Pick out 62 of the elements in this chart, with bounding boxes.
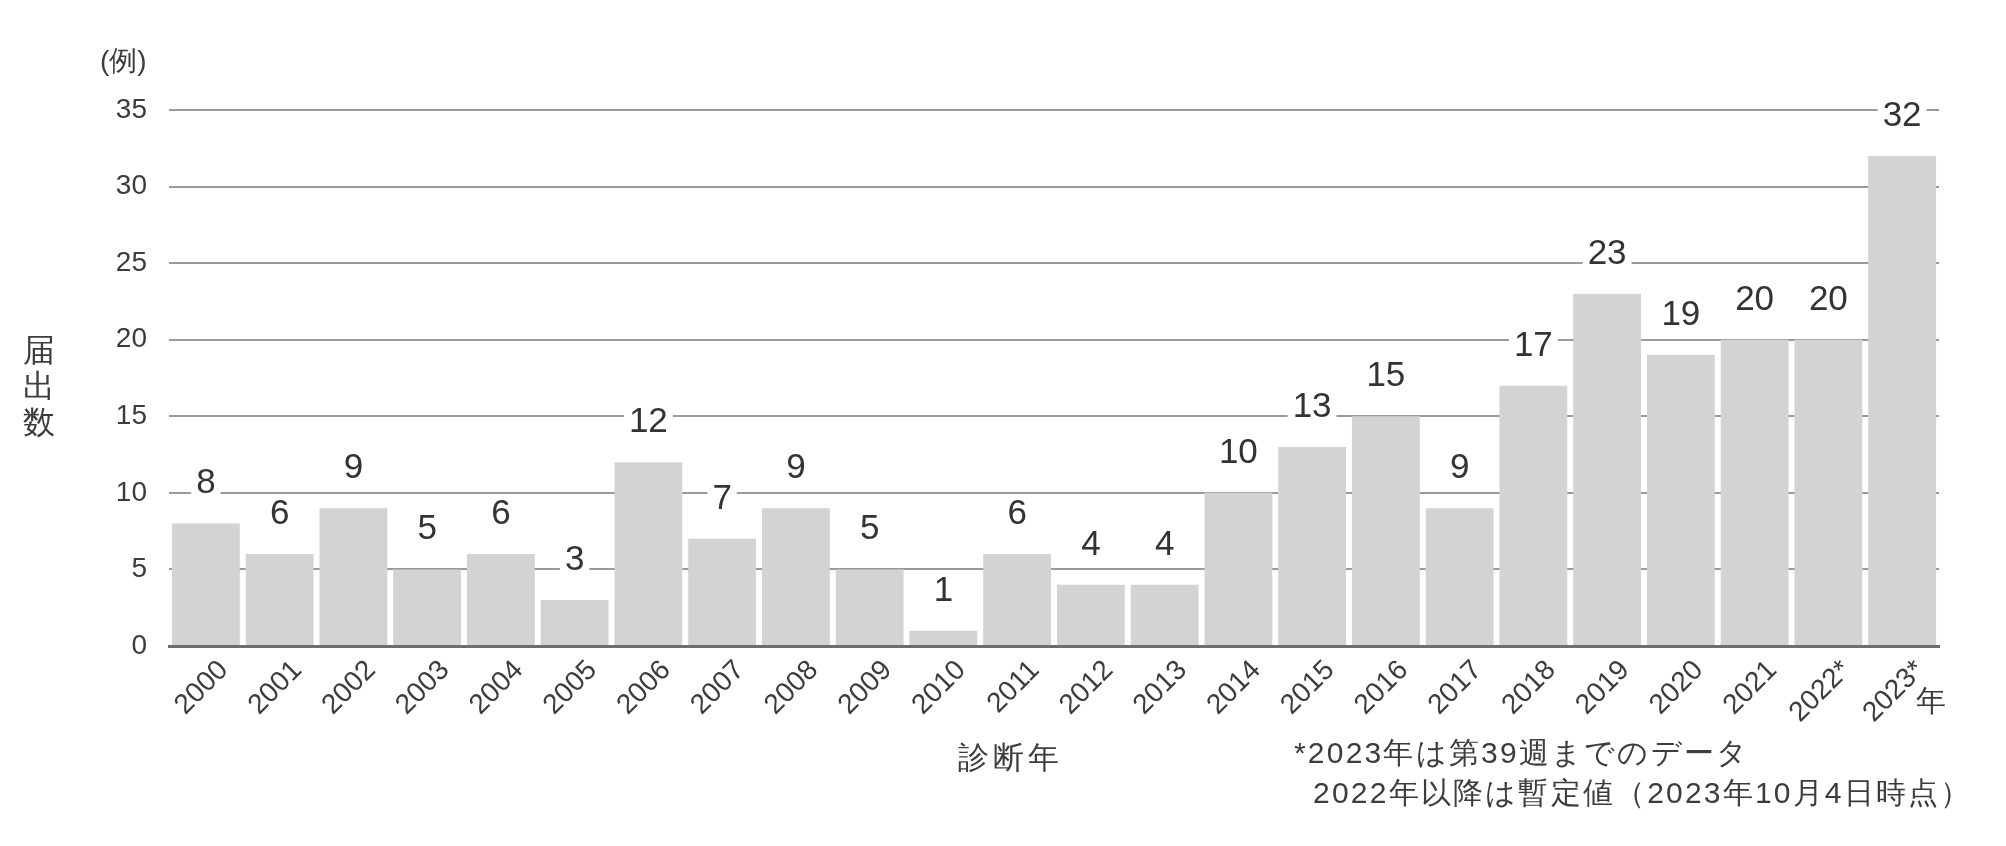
data-label: 9 (786, 446, 806, 486)
bar (245, 554, 314, 645)
data-label: 6 (1007, 492, 1027, 532)
data-label: 7 (712, 476, 732, 516)
text: *2023年は第39週までのデータ (1294, 736, 1750, 771)
bar (1425, 508, 1494, 645)
bar (1130, 584, 1199, 645)
bar (1278, 446, 1347, 645)
data-label: 3 (564, 538, 585, 578)
text: 年 (1916, 684, 1946, 717)
data-label: 5 (417, 507, 437, 547)
data-label: 15 (1366, 354, 1406, 394)
y-tick-label: 10 (115, 475, 147, 507)
data-label: 6 (269, 492, 290, 532)
data-label: 20 (1808, 277, 1848, 317)
y-tick-label: 15 (115, 399, 147, 430)
data-label: 1 (933, 568, 954, 608)
data-label: 20 (1735, 277, 1775, 317)
bar (1794, 339, 1863, 645)
bar (171, 523, 240, 645)
bar (983, 554, 1052, 645)
text: (例) (100, 45, 147, 78)
y-tick-label: 5 (131, 552, 147, 584)
bar (1720, 339, 1789, 645)
y-tick-label: 35 (115, 92, 147, 124)
data-label: 9 (1449, 446, 1470, 486)
bar (1646, 355, 1715, 645)
data-label: 10 (1218, 430, 1258, 470)
bar (1499, 385, 1568, 645)
bar (1573, 293, 1642, 645)
data-label: 19 (1661, 293, 1701, 333)
bar (688, 538, 757, 645)
bar (761, 508, 830, 645)
data-label: 17 (1513, 323, 1553, 363)
bar (393, 569, 462, 645)
data-label: 12 (628, 400, 668, 440)
data-label: 13 (1292, 384, 1332, 424)
y-tick-label: 20 (115, 322, 147, 354)
data-label: 32 (1882, 93, 1922, 133)
data-label: 9 (343, 446, 364, 486)
text: 2022年以降は暫定値（2023年10月4日時点） (1313, 776, 1973, 811)
bar (1204, 492, 1273, 645)
bar (835, 569, 904, 645)
x-axis-title: 診断年 (958, 740, 1063, 776)
y-tick-label: 30 (115, 169, 147, 201)
data-label: 4 (1081, 522, 1101, 562)
bar (1351, 416, 1420, 645)
data-label: 8 (196, 461, 216, 501)
data-label: 6 (491, 492, 511, 532)
bar (1056, 584, 1125, 645)
y-axis-title: 届出数 (22, 332, 56, 441)
data-label: 5 (859, 507, 880, 547)
bar (319, 508, 388, 645)
y-tick-label: 0 (131, 628, 147, 660)
bar (909, 630, 978, 645)
bar (1868, 155, 1937, 645)
bar (614, 462, 683, 645)
bar (466, 554, 535, 645)
y-tick-label: 25 (115, 245, 147, 277)
bar (540, 600, 609, 645)
data-label: 4 (1154, 522, 1175, 562)
data-label: 23 (1587, 231, 1627, 271)
